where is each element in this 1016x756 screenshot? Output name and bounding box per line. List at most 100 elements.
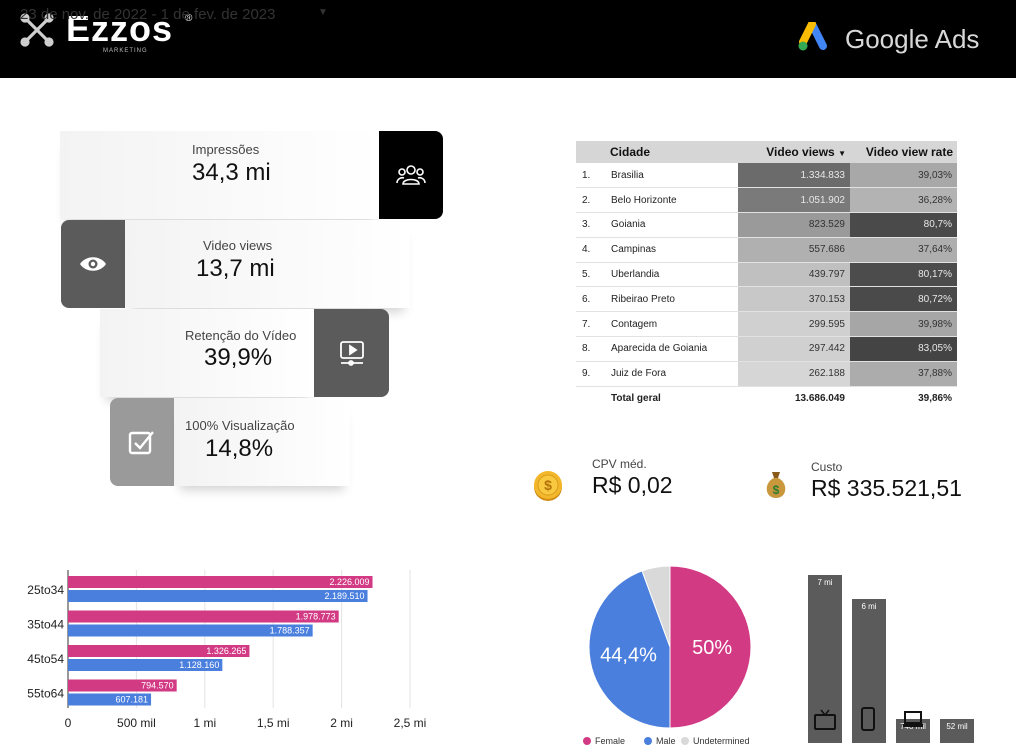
kpi-card-visualizacao: 100% Visualização 14,8%	[174, 398, 350, 486]
platform-name: Google Ads	[845, 24, 980, 54]
svg-text:$: $	[544, 477, 552, 493]
legend-swatch	[644, 737, 652, 745]
legend-label: Male	[656, 736, 676, 746]
device-bar-label: 6 mi	[861, 602, 876, 611]
table-row[interactable]: 4. Campinas 557.686 37,64%	[576, 237, 957, 263]
checkbox-icon	[128, 431, 154, 455]
table-row[interactable]: 7. Contagem 299.595 39,98%	[576, 311, 957, 338]
table-header-row: Cidade Video views ▼ Video view rate	[576, 141, 957, 163]
y-tick-label: 45to54	[27, 652, 64, 666]
dropdown-caret-icon[interactable]: ▼	[318, 7, 328, 18]
row-video-views: 1.334.833	[738, 163, 850, 189]
kpi-icon-box	[379, 131, 443, 219]
table-row[interactable]: 1. Brasilia 1.334.833 39,03%	[576, 163, 957, 189]
kpi-icon-box	[61, 220, 125, 308]
row-video-views: 439.797	[738, 262, 850, 288]
row-video-views: 370.153	[738, 286, 850, 313]
laptop-icon	[903, 711, 923, 727]
bar-value-label: 1.788.357	[270, 626, 310, 636]
row-video-views: 297.442	[738, 336, 850, 362]
sort-desc-icon: ▼	[838, 149, 846, 158]
custo-value: R$ 335.521,51	[811, 475, 962, 501]
gender-pie-chart: 50% 44,4% Female Male Undetermined	[583, 565, 752, 746]
row-city: Brasilia	[606, 163, 738, 189]
total-label: Total geral	[611, 392, 661, 404]
x-tick-label: 2,5 mi	[394, 716, 427, 730]
header-cidade[interactable]: Cidade	[606, 141, 738, 163]
bar	[68, 659, 223, 671]
pie-slice	[641, 565, 671, 648]
y-tick-label: 35to44	[27, 618, 64, 632]
kpi-label: Retenção do Vídeo	[185, 328, 297, 343]
kpi-card-impressoes: Impressões 34,3 mi	[60, 131, 380, 219]
total-video-views: 13.686.049	[794, 392, 845, 404]
custo-label: Custo	[811, 460, 843, 474]
date-range-text: 23 de nov. de 2022 - 1 de fev. de 2023	[20, 6, 276, 23]
x-tick-label: 1,5 mi	[257, 716, 290, 730]
bar-value-label: 1.978.773	[296, 612, 336, 622]
row-video-views: 1.051.902	[738, 187, 850, 214]
y-tick-label: 55to64	[27, 687, 64, 701]
age-gender-bar-chart: 0 500 mil 1 mi 1,5 mi 2 mi 2,5 mi 25to34 2.226.…	[27, 570, 427, 730]
header-bar: Ezzos ® MARKETING Google Ads	[0, 0, 1016, 78]
row-index: 8.	[576, 336, 606, 362]
table-row[interactable]: 3. Goiania 823.529 80,7%	[576, 212, 957, 238]
header-video-view-rate[interactable]: Video view rate	[850, 141, 957, 163]
row-video-view-rate: 39,98%	[850, 311, 957, 338]
svg-text:$: $	[773, 483, 780, 497]
city-table: Cidade Video views ▼ Video view rate 1. B…	[576, 141, 957, 410]
row-city: Ribeirao Preto	[606, 286, 738, 313]
table-row[interactable]: 2. Belo Horizonte 1.051.902 36,28%	[576, 187, 957, 214]
bar-value-label: 794.570	[141, 681, 174, 691]
legend-label: Undetermined	[693, 736, 750, 746]
google-ads-logo-icon	[798, 22, 827, 51]
row-index: 4.	[576, 237, 606, 263]
pie-slice-label: 44,4%	[600, 644, 657, 666]
row-video-view-rate: 37,88%	[850, 361, 957, 387]
brand-name: Ezzos	[66, 8, 174, 49]
table-body: 1. Brasilia 1.334.833 39,03% 2. Belo Horizont…	[576, 163, 957, 410]
table-row[interactable]: 8. Aparecida de Goiania 297.442 83,05%	[576, 336, 957, 362]
row-city: Belo Horizonte	[606, 187, 738, 214]
kpi-value: 13,7 mi	[196, 255, 275, 282]
row-city: Juiz de Fora	[606, 361, 738, 387]
row-video-view-rate: 80,72%	[850, 286, 957, 313]
row-index: 6.	[576, 286, 606, 313]
row-city: Contagem	[606, 311, 738, 338]
x-tick-label: 2 mi	[330, 716, 353, 730]
row-video-views: 823.529	[738, 212, 850, 238]
kpi-value: 14,8%	[205, 435, 274, 462]
total-video-view-rate: 39,86%	[918, 392, 952, 404]
kpi-label: Impressões	[192, 142, 260, 157]
device-bar-label: 52 mil	[946, 722, 968, 731]
table-row[interactable]: 9. Juiz de Fora 262.188 37,88%	[576, 361, 957, 387]
header-video-views[interactable]: Video views ▼	[738, 141, 850, 163]
kpi-value: 34,3 mi	[192, 159, 271, 186]
video-play-icon	[339, 341, 364, 366]
device-bar	[852, 599, 886, 743]
row-index: 2.	[576, 187, 606, 214]
bar	[68, 679, 177, 692]
x-tick-label: 0	[65, 716, 72, 730]
kpi-icon-box	[110, 398, 174, 486]
row-video-view-rate: 80,7%	[850, 212, 957, 238]
row-video-views: 557.686	[738, 237, 850, 263]
bar	[68, 645, 250, 657]
tv-icon	[814, 709, 836, 730]
row-city: Uberlandia	[606, 262, 738, 288]
row-video-view-rate: 83,05%	[850, 336, 957, 362]
row-index: 5.	[576, 262, 606, 288]
cpv-value: R$ 0,02	[592, 472, 673, 498]
row-index: 7.	[576, 311, 606, 338]
bar-value-label: 1.128.160	[179, 660, 219, 670]
x-tick-label: 1 mi	[193, 716, 216, 730]
legend-swatch	[583, 737, 591, 745]
bar	[68, 590, 368, 602]
table-row[interactable]: 5. Uberlandia 439.797 80,17%	[576, 262, 957, 288]
gold-coin-icon: $	[534, 471, 562, 501]
header-video-views-label: Video views	[766, 145, 835, 159]
row-city: Campinas	[606, 237, 738, 263]
row-video-view-rate: 36,28%	[850, 187, 957, 214]
brand-registered-mark: ®	[185, 13, 193, 24]
table-row[interactable]: 6. Ribeirao Preto 370.153 80,72%	[576, 286, 957, 313]
